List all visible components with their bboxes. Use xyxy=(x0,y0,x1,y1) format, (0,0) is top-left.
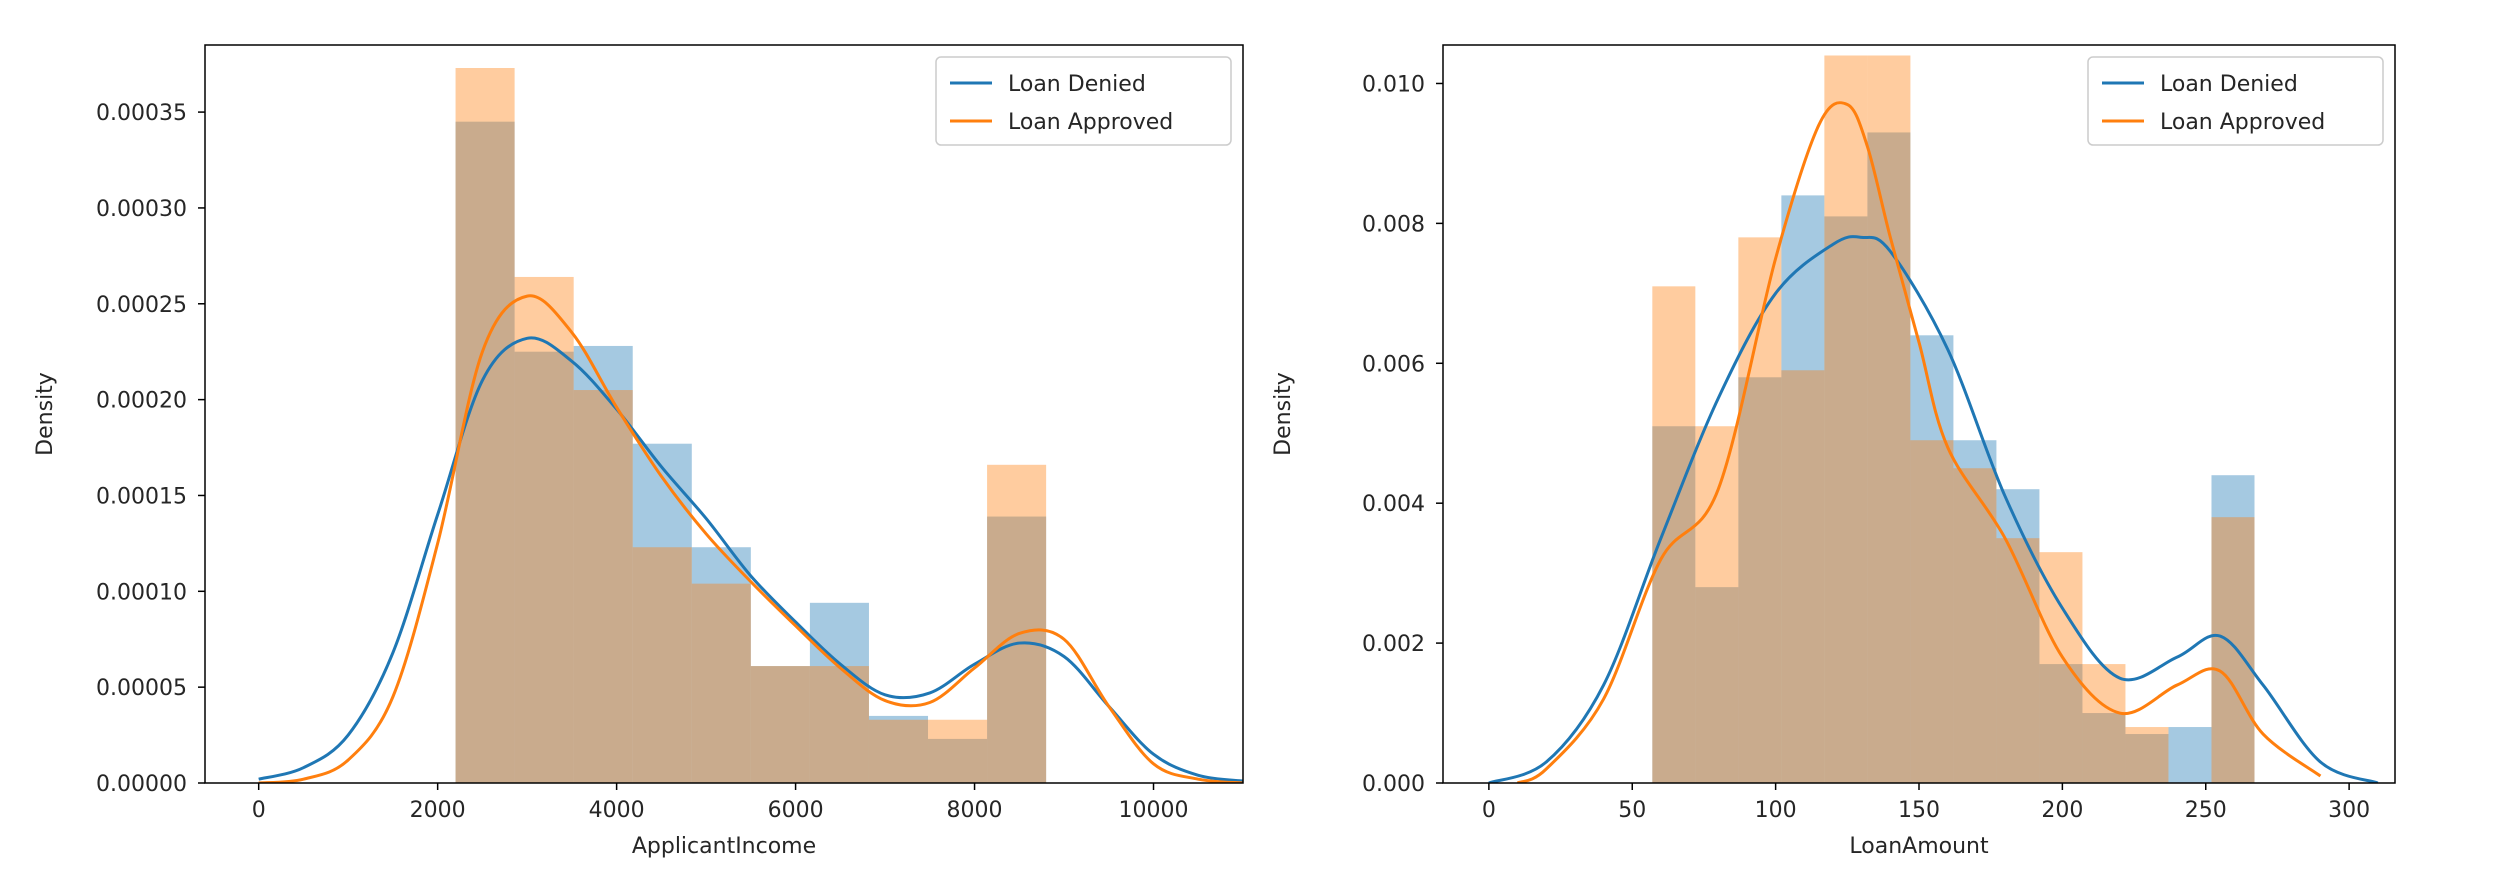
histogram-bar xyxy=(1695,587,1739,783)
histogram-bar xyxy=(1996,538,2040,783)
x-axis-label: LoanAmount xyxy=(1849,834,1989,859)
legend-label: Loan Approved xyxy=(2160,110,2325,135)
histogram-bar xyxy=(1824,216,1868,783)
axes-frame xyxy=(204,44,1244,784)
histogram-bar xyxy=(928,738,988,783)
histogram-bar xyxy=(632,547,692,783)
histogram-bar xyxy=(1824,55,1868,783)
x-tick-label: 0 xyxy=(1482,798,1496,823)
x-tick-label: 8000 xyxy=(947,798,1003,823)
kde-line-approved xyxy=(258,294,1243,783)
histogram-bar xyxy=(573,390,633,783)
kde-line-denied xyxy=(258,336,1243,783)
histogram-bar xyxy=(514,276,574,783)
histogram-bar xyxy=(1953,440,1997,783)
plot-area xyxy=(1488,55,2379,783)
y-tick-label: 0.00035 xyxy=(96,101,187,126)
histogram-bar xyxy=(750,666,810,783)
histogram-bar xyxy=(1695,426,1739,783)
x-tick-label: 2000 xyxy=(410,798,466,823)
histogram-bar xyxy=(1652,286,1696,783)
histogram-bar xyxy=(1781,370,1825,783)
histogram-bar xyxy=(1781,195,1825,783)
histogram-bar xyxy=(2211,475,2255,783)
histogram-bar xyxy=(987,464,1047,783)
legend-label: Loan Denied xyxy=(2160,72,2298,97)
plot-area xyxy=(258,68,1243,783)
y-tick-label: 0.008 xyxy=(1362,212,1425,237)
histogram-bar xyxy=(2082,664,2126,783)
histogram-bar xyxy=(1652,426,1696,783)
histogram-bar xyxy=(1910,335,1954,783)
y-tick-label: 0.00005 xyxy=(96,676,187,701)
y-tick-label: 0.00015 xyxy=(96,484,187,509)
histogram-bar xyxy=(632,443,692,783)
y-axis-label: Density xyxy=(1271,372,1296,456)
histogram-bar xyxy=(691,547,751,783)
y-tick-label: 0.004 xyxy=(1362,492,1425,517)
legend-box xyxy=(2087,56,2384,146)
histogram-bar xyxy=(2211,517,2255,783)
x-tick-label: 100 xyxy=(1755,798,1797,823)
histogram-bar xyxy=(868,715,929,783)
y-tick-label: 0.002 xyxy=(1362,632,1425,657)
histogram-bar xyxy=(691,583,751,783)
x-tick-label: 150 xyxy=(1898,798,1940,823)
x-tick-label: 200 xyxy=(2041,798,2083,823)
histogram-bar xyxy=(2125,727,2169,783)
x-tick-label: 6000 xyxy=(768,798,824,823)
histogram-bar xyxy=(1953,468,1997,783)
histogram-denied xyxy=(1652,132,2255,783)
y-axis-label: Density xyxy=(33,372,58,456)
histogram-bar xyxy=(455,121,515,783)
y-tick-label: 0.000 xyxy=(1362,772,1425,797)
histogram-bar xyxy=(2039,664,2083,783)
loan-amount-density-plot: 0 50 100 150 200 250 300 0.000 0.002 0.004 0.006 0.… xyxy=(1271,44,2396,859)
histogram-bar xyxy=(868,719,929,783)
histogram-bar xyxy=(2039,552,2083,783)
y-tick-label: 0.00025 xyxy=(96,293,187,318)
histogram-bar xyxy=(514,351,574,783)
histogram-bar xyxy=(2125,734,2169,783)
histogram-bar xyxy=(809,602,869,783)
x-axis-label: ApplicantIncome xyxy=(632,834,816,859)
legend: Loan Denied Loan Approved xyxy=(935,56,1232,146)
x-tick-label: 300 xyxy=(2328,798,2370,823)
y-tick-label: 0.006 xyxy=(1362,352,1425,377)
kde-line-denied xyxy=(1488,235,2379,783)
histogram-bar xyxy=(1910,440,1954,783)
histogram-bar xyxy=(1738,377,1782,783)
kde-line-approved xyxy=(1516,101,2322,783)
legend-label: Loan Approved xyxy=(1008,110,1173,135)
histogram-bar xyxy=(2168,727,2212,783)
y-tick-label: 0.00000 xyxy=(96,772,187,797)
histogram-bar xyxy=(928,719,988,783)
histogram-bar xyxy=(2082,713,2126,783)
histogram-bar xyxy=(750,666,810,783)
income-density-plot: 0 2000 4000 6000 8000 10000 0.00000 0.00005 0.00… xyxy=(33,44,1244,859)
histogram-bar xyxy=(1867,132,1911,783)
legend-box xyxy=(935,56,1232,146)
y-tick-label: 0.00030 xyxy=(96,197,187,222)
legend: Loan Denied Loan Approved xyxy=(2087,56,2384,146)
x-tick-label: 0 xyxy=(252,798,266,823)
y-tick-label: 0.00010 xyxy=(96,580,187,605)
histogram-denied xyxy=(455,121,1047,783)
x-tick-label: 250 xyxy=(2185,798,2227,823)
legend-label: Loan Denied xyxy=(1008,72,1146,97)
x-tick-label: 50 xyxy=(1618,798,1646,823)
x-tick-label: 10000 xyxy=(1119,798,1189,823)
y-tick-label: 0.010 xyxy=(1362,72,1425,97)
y-tick-label: 0.00020 xyxy=(96,389,187,414)
x-tick-label: 4000 xyxy=(589,798,645,823)
